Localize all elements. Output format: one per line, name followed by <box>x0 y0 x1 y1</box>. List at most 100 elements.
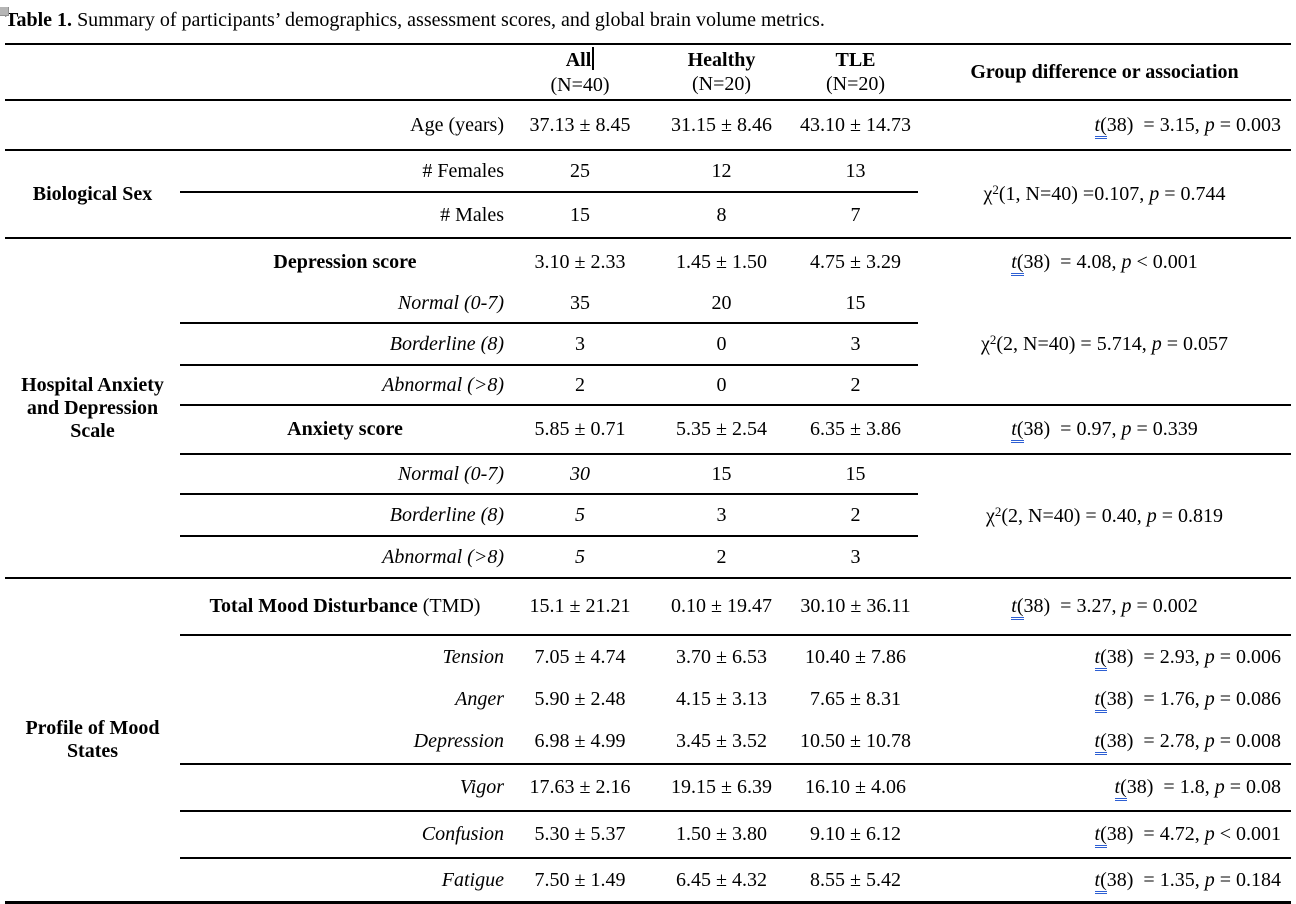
group-label-biological-sex: Biological Sex <box>5 149 180 238</box>
table-row: Confusion 5.30 ± 5.37 1.50 ± 3.80 9.10 ±… <box>5 810 1291 858</box>
row-label: Age (years) <box>410 113 504 136</box>
table-row: Borderline (8) 5 3 2 <box>5 493 1291 536</box>
group-label-poms: Profile of Mood States <box>5 577 180 903</box>
cell-value: 7 <box>793 191 918 238</box>
cell-value: 17.63 ± 2.16 <box>510 763 650 811</box>
stat-cell: t(38) = 4.08, p < 0.001 <box>918 237 1291 285</box>
header-cell-tle: TLE (N=20) <box>793 44 918 101</box>
table-row: Hospital Anxiety and Depression Scale De… <box>5 237 1291 578</box>
cell-value: 5 <box>510 535 650 578</box>
cell-value: 20 <box>711 292 732 314</box>
cell-value: 10.50 ± 10.78 <box>800 730 911 752</box>
cell-value: 8 <box>650 191 793 238</box>
cell-value: 6.45 ± 4.32 <box>650 857 793 903</box>
row-label: Borderline (8) <box>180 493 510 536</box>
cell-value: 6.35 ± 3.86 <box>793 404 918 454</box>
data-table: All (N=40) Healthy (N=20) TLE (N=20) Gro… <box>5 43 1291 904</box>
table-row: # Males 15 8 7 <box>5 191 1291 238</box>
header-cell-group-difference: Group difference or association <box>918 44 1291 101</box>
cell-value: 2 <box>793 364 918 405</box>
table-row: Tension 7.05 ± 4.74 3.70 ± 6.53 10.40 ± … <box>5 634 1291 678</box>
cell-value: 2 <box>510 364 650 405</box>
table-row: Fatigue 7.50 ± 1.49 6.45 ± 4.32 8.55 ± 5… <box>5 857 1291 903</box>
cell-value: 5 <box>510 493 650 536</box>
cell-value: 7.05 ± 4.74 <box>510 634 650 678</box>
stat-cell: χ2(1, N=40) =0.107, p = 0.744 <box>918 149 1291 238</box>
cell-value: 2 <box>650 535 793 578</box>
table-row: Depression 6.98 ± 4.99 3.45 ± 3.52 10.50… <box>5 720 1291 764</box>
cell-value: 15.1 ± 21.21 <box>510 577 650 635</box>
cell-value: 0 <box>650 322 793 365</box>
stat-cell: χ2(2, N=40) = 5.714, p = 0.057 <box>981 332 1228 355</box>
cell-value: 5.90 ± 2.48 <box>534 687 626 710</box>
row-label: Borderline (8) <box>180 322 510 365</box>
table-row: Anxiety score 5.85 ± 0.71 5.35 ± 2.54 6.… <box>5 404 1291 454</box>
header-row: All (N=40) Healthy (N=20) TLE (N=20) Gro… <box>5 44 1291 101</box>
table-row: Abnormal (>8) 2 0 2 <box>5 364 1291 405</box>
cell-value: 3 <box>793 322 918 365</box>
row-label: Depression score <box>180 237 510 285</box>
header-cell-healthy: Healthy (N=20) <box>650 44 793 101</box>
table-row: Biological Sex # Females 25 12 13 χ2(1, … <box>5 149 1291 238</box>
cell-value: 13 <box>793 149 918 192</box>
table-row: Age (years) 37.13 ± 8.45 31.15 ± 8.46 43… <box>5 100 1291 150</box>
cell-value: 15 <box>510 191 650 238</box>
cell-value: 19.15 ± 6.39 <box>650 763 793 811</box>
cell-value: 5.35 ± 2.54 <box>650 404 793 454</box>
stat-cell: t(38) = 0.97, p = 0.339 <box>918 404 1291 454</box>
stat-cell: t(38) = 1.76, p = 0.086 <box>918 678 1291 720</box>
cell-value: 4.75 ± 3.29 <box>793 237 918 285</box>
scroll-artifact <box>0 7 9 16</box>
cell-value: 43.10 ± 14.73 <box>800 113 911 136</box>
cell-value: 12 <box>650 149 793 192</box>
stat-cell: t(38) = 1.8, p = 0.08 <box>918 763 1291 811</box>
cell-value: 1.45 ± 1.50 <box>650 237 793 285</box>
cell-value: 3 <box>650 493 793 536</box>
cell-value: 5.85 ± 0.71 <box>510 404 650 454</box>
stat-cell: t(38) = 3.27, p = 0.002 <box>918 577 1291 635</box>
cell-value: 0 <box>650 364 793 405</box>
cell-value: 5.30 ± 5.37 <box>510 810 650 858</box>
text-cursor <box>592 47 595 71</box>
cell-value: 31.15 ± 8.46 <box>671 113 772 136</box>
table-row: Borderline (8) 3 0 3 <box>5 322 1291 365</box>
cell-value: 30.10 ± 36.11 <box>793 577 918 635</box>
cell-value: 15 <box>793 453 918 494</box>
row-label: Depression <box>413 730 504 752</box>
cell-value: 6.98 ± 4.99 <box>534 730 626 752</box>
stat-cell: t(38) = 2.78, p = 0.008 <box>918 720 1291 764</box>
cell-value: 4.15 ± 3.13 <box>676 687 767 710</box>
stat-cell: t(38) = 4.72, p < 0.001 <box>918 810 1291 858</box>
table-row: Anger 5.90 ± 2.48 4.15 ± 3.13 7.65 ± 8.3… <box>5 678 1291 720</box>
cell-value: 9.10 ± 6.12 <box>793 810 918 858</box>
stat-cell: t(38) = 3.15, p = 0.003 <box>918 100 1291 150</box>
row-label: Fatigue <box>180 857 510 903</box>
cell-value: 3 <box>510 322 650 365</box>
table-row: Abnormal (>8) 5 2 3 <box>5 535 1291 578</box>
cell-value: 3.10 ± 2.33 <box>510 237 650 285</box>
row-label: Normal (0-7) <box>180 453 510 494</box>
cell-value: 1.50 ± 3.80 <box>650 810 793 858</box>
stat-cell: t(38) = 1.35, p = 0.184 <box>918 857 1291 903</box>
cell-value: 15 <box>650 453 793 494</box>
cell-value: 2 <box>793 493 918 536</box>
cell-value: 10.40 ± 7.86 <box>793 634 918 678</box>
stat-cell: t(38) = 2.93, p = 0.006 <box>918 634 1291 678</box>
header-spacer <box>180 44 510 101</box>
group-label-hads: Hospital Anxiety and Depression Scale <box>5 237 180 578</box>
cell-value: 3.70 ± 6.53 <box>650 634 793 678</box>
table-row: Normal (0-7) 30 15 15 χ2(2, N=40) = 0.40… <box>5 453 1291 578</box>
cell-value: 7.65 ± 8.31 <box>810 687 901 710</box>
row-label: # Females <box>180 149 510 192</box>
table-row: Normal (0-7) 35 20 15 χ2(2, N=40) = 5.71… <box>5 285 1291 355</box>
row-label: Abnormal (>8) <box>180 364 510 405</box>
stat-cell: χ2(2, N=40) = 0.40, p = 0.819 <box>918 453 1291 578</box>
cell-value: 8.55 ± 5.42 <box>793 857 918 903</box>
row-label: Normal (0-7) <box>397 292 504 314</box>
cell-value: 25 <box>510 149 650 192</box>
row-label: Anger <box>455 687 504 710</box>
header-spacer <box>5 44 180 101</box>
row-label: Total Mood Disturbance (TMD) <box>180 577 510 635</box>
row-label: # Males <box>180 191 510 238</box>
cell-value: 35 <box>570 292 590 314</box>
